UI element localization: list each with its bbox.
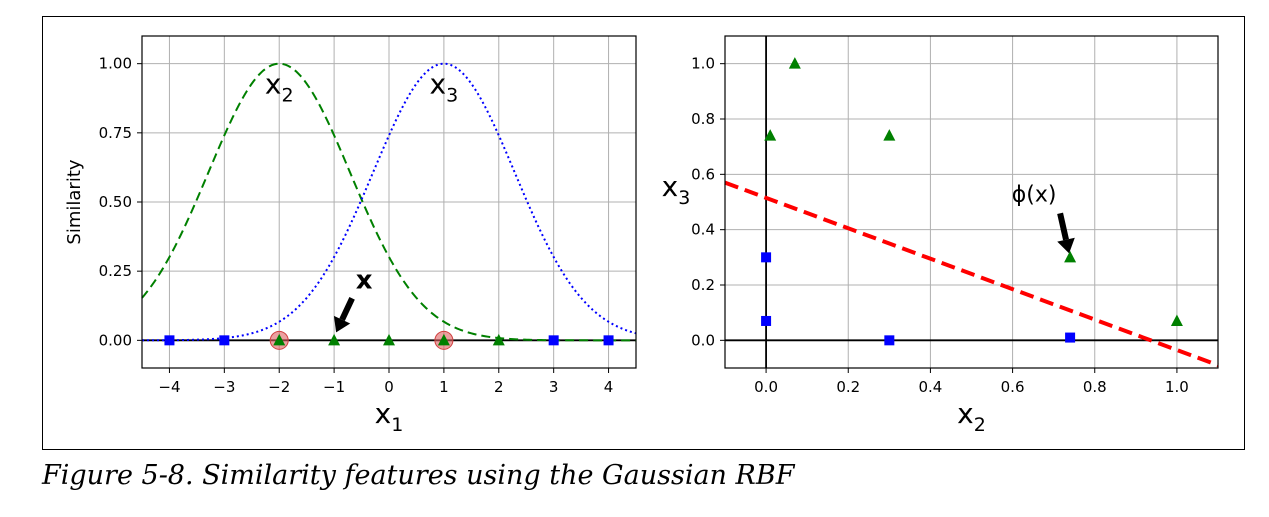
- x-tick-label: 1: [439, 378, 449, 396]
- y-tick-label: 1.00: [99, 55, 132, 73]
- square-point: [761, 315, 772, 326]
- left-grid: [142, 36, 636, 368]
- figure-frame: [42, 16, 1245, 450]
- x-tick-label: −2: [268, 378, 290, 396]
- feature-space-plot: ϕ(x) 0.0 0.2 0.4 0.6 0.8 1.0 0.0 0.2 0.4 0.6 0.8 1.…: [662, 35, 1219, 436]
- y-tick-label: 0.50: [99, 193, 132, 211]
- right-axis-lines: [725, 36, 1218, 368]
- triangle-point: [383, 333, 395, 346]
- x-tick-label: −3: [213, 378, 235, 396]
- arrow-head: [1057, 237, 1075, 254]
- y-tick-label: 0.0: [691, 331, 715, 349]
- x-tick-label: 0.6: [1001, 378, 1025, 396]
- left-y-axis-label: Similarity: [64, 159, 85, 244]
- triangle-point: [492, 333, 505, 346]
- x-tick-label: 0.8: [1083, 378, 1107, 396]
- y-tick-label: 0.2: [691, 276, 715, 294]
- triangle-point: [788, 57, 801, 69]
- annotation-text: ϕ(x): [1012, 182, 1057, 207]
- figure-plots: x2 x3 x −4 −3 −2 −1 0 1 2 3 40.000.250.500.751.00…: [64, 35, 1219, 436]
- square-point: [761, 252, 772, 263]
- square-point: [219, 335, 230, 346]
- curve-label-sub: 2: [281, 85, 293, 107]
- triangle-point: [273, 333, 286, 346]
- arrow-shaft: [1057, 212, 1069, 241]
- triangle-point: [1170, 314, 1183, 326]
- right-x-axis-label: x2: [957, 397, 986, 436]
- curve-label: x2: [265, 68, 294, 107]
- left-tick-labels: −4 −3 −2 −1 0 1 2 3 4 0.00 0.25 0.50 0.75 1.00: [99, 55, 614, 396]
- square-point: [548, 335, 559, 346]
- arrow-shaft: [339, 297, 355, 321]
- triangle-point: [883, 129, 896, 141]
- right-tick-labels: 0.0 0.2 0.4 0.6 0.8 1.0 0.0 0.2 0.4 0.6 0.8 1.0: [691, 55, 1189, 396]
- right-points: [761, 57, 1183, 346]
- y-tick-label: 0.6: [691, 165, 715, 183]
- arrow-head: [333, 315, 351, 333]
- right-annotation: ϕ(x): [1012, 182, 1075, 254]
- triangle-point: [437, 333, 450, 346]
- triangle-point: [764, 129, 777, 141]
- figure-caption: Figure 5-8. Similarity features using th…: [42, 460, 795, 491]
- annotation-text: x: [356, 265, 373, 295]
- y-tick-label: 0.00: [99, 331, 132, 349]
- right-decision-line: [724, 180, 1219, 368]
- y-tick-label: 1.0: [691, 55, 715, 73]
- curve-label-base: x: [430, 68, 447, 101]
- x-tick-label: 2: [494, 378, 504, 396]
- curve-label-sub: 3: [446, 85, 458, 107]
- y-tick-label: 0.75: [99, 124, 132, 142]
- y-tick-label: 0.25: [99, 262, 132, 280]
- square-point: [164, 335, 175, 346]
- y-tick-label: 0.4: [691, 221, 715, 239]
- x-tick-label: 1.0: [1165, 378, 1189, 396]
- decision-boundary: [724, 180, 1219, 368]
- y-tick-label: 0.8: [691, 110, 715, 128]
- right-axes-frame: [724, 35, 1219, 369]
- right-y-axis-label: x3: [662, 170, 691, 209]
- x-tick-label: 0: [384, 378, 394, 396]
- x-tick-label: 3: [549, 378, 559, 396]
- left-curve-labels: x2 x3: [265, 68, 458, 107]
- square-point: [603, 335, 614, 346]
- similarity-plot: x2 x3 x −4 −3 −2 −1 0 1 2 3 40.000.250.500.751.00…: [64, 35, 637, 436]
- curve-label: x3: [430, 68, 459, 107]
- x-tick-label: 0.4: [918, 378, 942, 396]
- triangle-point: [328, 333, 341, 346]
- square-point: [884, 335, 895, 346]
- curve-label-base: x: [265, 68, 282, 101]
- left-annotation: x: [333, 265, 373, 333]
- x-tick-label: 0.2: [836, 378, 860, 396]
- right-grid: [725, 36, 1218, 368]
- x-tick-label: 4: [604, 378, 614, 396]
- left-x-axis-label: x1: [375, 397, 404, 436]
- x-tick-label: 0.0: [754, 378, 778, 396]
- x-tick-label: −4: [158, 378, 180, 396]
- rbf-curve: [142, 62, 637, 342]
- triangle-point: [1064, 250, 1077, 263]
- square-point: [1065, 332, 1076, 343]
- x-tick-label: −1: [323, 378, 345, 396]
- left-points: [164, 333, 614, 346]
